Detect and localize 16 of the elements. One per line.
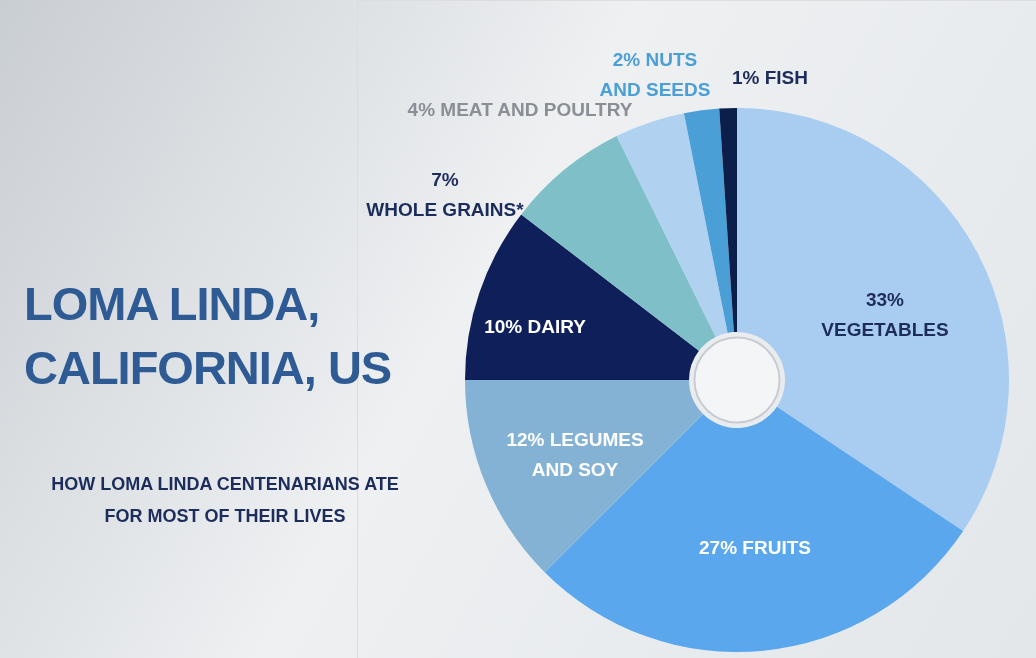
slice-label: VEGETABLES (821, 319, 949, 340)
slice-label: 1% FISH (731, 67, 809, 88)
donut-slice (683, 108, 734, 333)
slice-label: WHOLE GRAINS* (366, 199, 525, 220)
slice-label: 10% DAIRY (484, 316, 587, 337)
data-label: 33% (865, 289, 905, 310)
slice-label: 2% NUTS AND SEEDS (599, 49, 711, 100)
data-label: 7% (431, 169, 459, 190)
slice-label: 27% FRUITS (699, 537, 811, 558)
donut-slice (719, 108, 737, 333)
donut-slice (465, 214, 699, 380)
text: HOW LOMA LINDA CENTENARIANS ATE FOR MOST OF THEIR LIVES (50, 473, 400, 528)
slice-label: 12% LEGUMES AND SOY (506, 429, 644, 480)
text: LOMA LINDA, CALIFORNIA, US (24, 276, 393, 396)
slice-label: 4% MEAT AND POULTRY (407, 99, 633, 120)
donut-slice (737, 108, 1009, 532)
